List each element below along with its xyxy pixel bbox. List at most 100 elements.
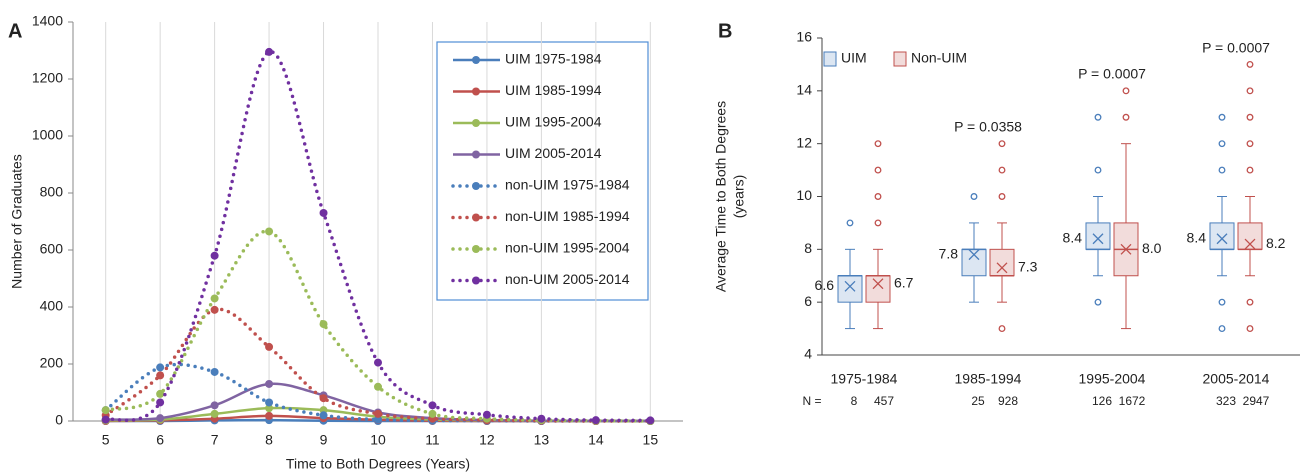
x-tick-label: 1975-1984: [831, 371, 898, 387]
outlier: [1246, 113, 1254, 121]
x-tick-label: 15: [643, 432, 659, 448]
panel-label: B: [718, 20, 732, 42]
outlier: [846, 219, 854, 227]
point: [482, 410, 491, 419]
y-tick-label: 10: [796, 187, 812, 203]
x-tick-label: 6: [156, 432, 164, 448]
mean-marker: [968, 249, 980, 261]
mean-marker: [1216, 233, 1228, 245]
mean-marker: [872, 278, 884, 290]
box: [961, 248, 987, 277]
legend-label: Non-UIM: [911, 50, 967, 66]
point: [319, 208, 328, 217]
legend-marker: [472, 182, 480, 190]
y-tick-label: 0: [55, 412, 63, 428]
x-tick-label: 12: [479, 432, 495, 448]
outlier: [1218, 166, 1226, 174]
y-tick-label: 1400: [32, 13, 63, 29]
point: [210, 294, 219, 303]
y-tick-label: 4: [804, 346, 812, 362]
p-value-annotation: P = 0.0007: [1202, 39, 1270, 55]
mean-marker: [1244, 238, 1256, 250]
outlier: [1246, 325, 1254, 333]
x-tick-label: 1985-1994: [955, 371, 1022, 387]
point: [265, 47, 274, 56]
mean-label: 8.4: [1063, 229, 1083, 245]
outlier: [1218, 140, 1226, 148]
outlier: [970, 193, 978, 200]
mean-label: 8.0: [1142, 240, 1162, 256]
point: [265, 398, 274, 407]
y-axis-title: (years): [731, 175, 747, 219]
legend-marker: [472, 245, 480, 253]
point: [210, 251, 219, 260]
point: [646, 416, 655, 425]
point: [319, 411, 328, 420]
x-tick-label: 14: [588, 432, 604, 448]
x-tick-label: 10: [370, 432, 386, 448]
outlier: [1218, 325, 1226, 333]
mean-label: 8.4: [1187, 229, 1207, 245]
mean-marker: [1120, 243, 1132, 255]
y-tick-label: 200: [40, 355, 64, 371]
x-axis-title: Time to Both Degrees (Years): [286, 456, 470, 472]
box: [1237, 222, 1263, 250]
point: [265, 411, 274, 420]
mean-marker: [844, 280, 856, 292]
point: [101, 406, 110, 415]
box: [989, 248, 1015, 277]
n-label: N =: [802, 394, 821, 408]
y-tick-label: 14: [796, 82, 812, 98]
outlier: [874, 193, 882, 200]
y-tick-label: 8: [804, 240, 812, 256]
outlier: [998, 166, 1006, 174]
n-count: 323: [1216, 394, 1236, 408]
outlier: [1218, 298, 1226, 306]
point: [265, 227, 274, 236]
point: [156, 414, 165, 423]
point: [537, 414, 546, 423]
box: [865, 275, 891, 303]
legend-label: non-UIM 1985-1994: [505, 208, 630, 224]
legend-marker: [472, 87, 480, 96]
x-tick-label: 8: [265, 432, 273, 448]
n-count: 126: [1092, 394, 1112, 408]
legend-marker: [472, 276, 480, 285]
x-tick-label: 5: [102, 432, 110, 448]
mean-label: 6.7: [894, 274, 914, 290]
outlier: [1122, 87, 1130, 95]
legend-swatch: [893, 51, 907, 67]
outlier: [998, 140, 1006, 148]
mean-label: 6.6: [815, 277, 835, 293]
outlier: [1246, 60, 1254, 68]
mean-marker: [1092, 233, 1104, 245]
legend-label: UIM 1985-1994: [505, 82, 602, 98]
outlier: [874, 140, 882, 148]
point: [374, 415, 382, 424]
outlier: [1246, 87, 1254, 95]
point: [374, 382, 382, 391]
point: [101, 415, 110, 424]
outlier: [998, 193, 1006, 200]
outlier: [1246, 140, 1254, 148]
point: [428, 401, 437, 410]
box: [1209, 222, 1235, 250]
x-tick-label: 11: [425, 432, 440, 448]
outlier: [1094, 298, 1102, 306]
mean-label: 7.8: [939, 245, 959, 261]
outlier: [1094, 113, 1102, 121]
n-count: 1672: [1119, 394, 1146, 408]
legend-marker: [472, 56, 480, 64]
legend-label: non-UIM 1995-2004: [505, 240, 630, 256]
p-value-annotation: P = 0.0358: [954, 119, 1022, 135]
legend-label: UIM 2005-2014: [505, 145, 602, 161]
y-tick-label: 800: [40, 184, 64, 200]
y-tick-label: 6: [804, 293, 812, 309]
legend-box: [436, 41, 649, 301]
x-tick-label: 13: [534, 432, 550, 448]
point: [265, 379, 274, 388]
series-line: [103, 229, 653, 423]
point: [319, 320, 328, 329]
legend-label: UIM 1995-2004: [505, 114, 602, 130]
